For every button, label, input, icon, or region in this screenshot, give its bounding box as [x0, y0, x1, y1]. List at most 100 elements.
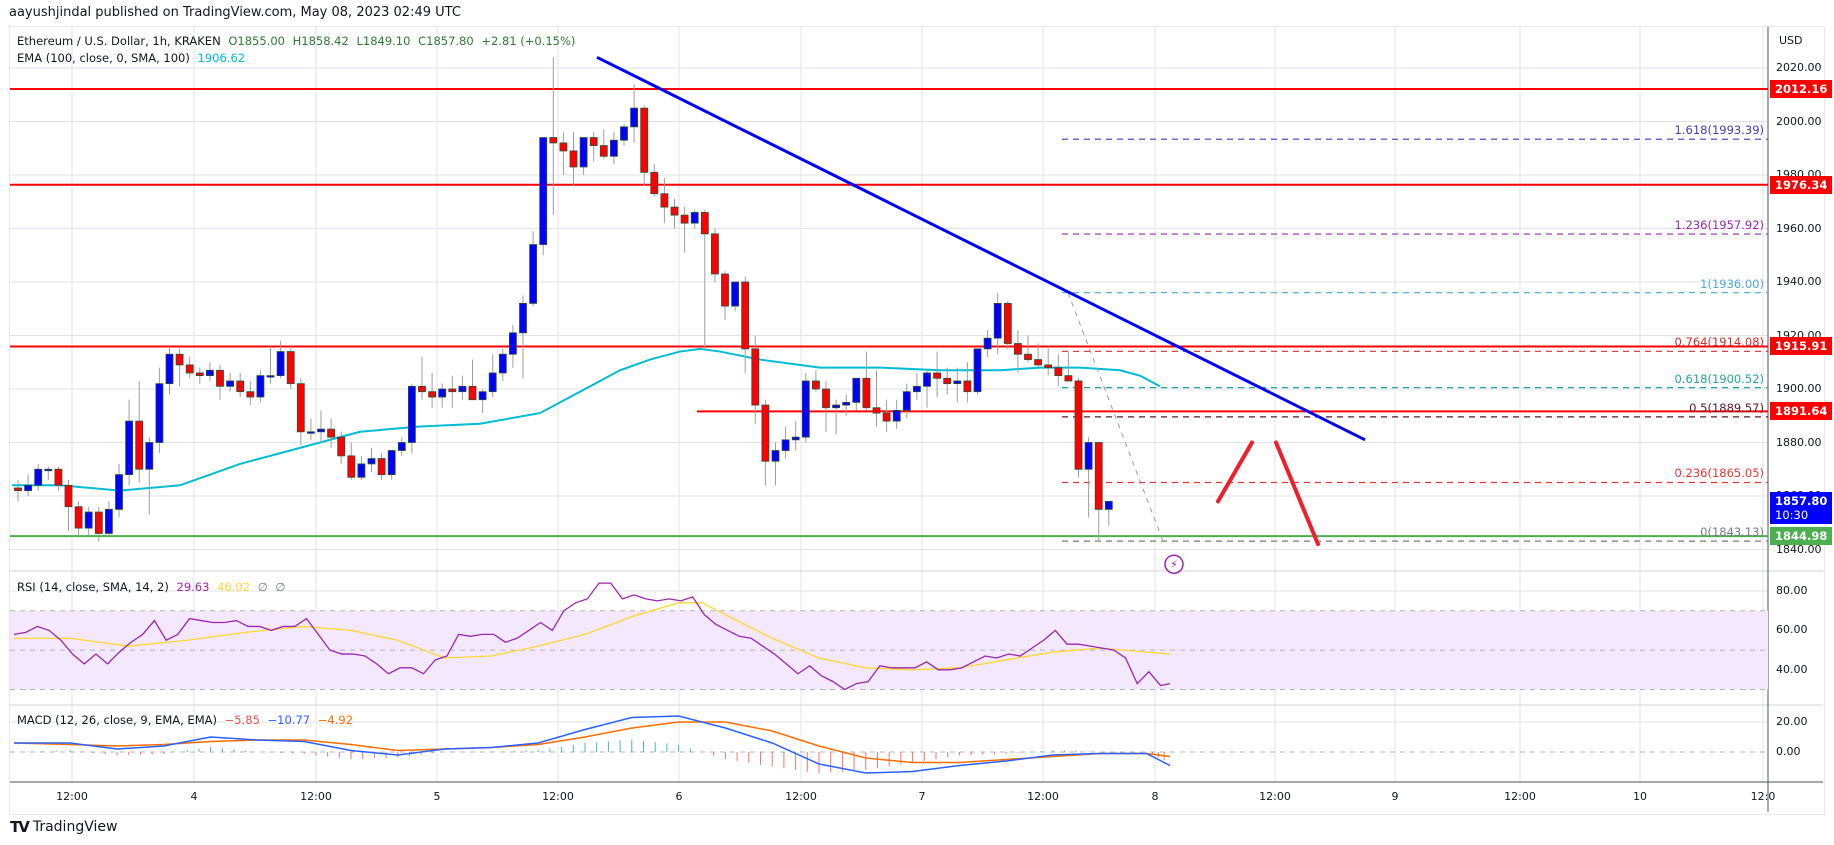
candle-body: [1104, 500, 1113, 510]
time-tick-label: 4: [190, 790, 198, 803]
candle-body: [771, 450, 780, 462]
macd-legend[interactable]: MACD (12, 26, close, 9, EMA, EMA) −5.85 …: [17, 713, 357, 727]
time-tick-label: 12:00: [542, 790, 574, 803]
candle-body: [246, 391, 255, 398]
candle-body: [801, 380, 810, 438]
lightning-icon: ⚡: [1170, 558, 1178, 571]
candle-body: [660, 193, 669, 208]
candle-body: [397, 442, 406, 451]
rsi-tick-label: 80.00: [1776, 584, 1808, 597]
candle-body: [721, 273, 729, 307]
time-tick-label: 10: [1633, 790, 1647, 803]
candle-body: [640, 107, 649, 173]
price-tick-label: 1900.00: [1776, 382, 1822, 395]
candle-body: [842, 401, 851, 406]
event-marker-icon: [1164, 554, 1184, 574]
candle-body: [488, 372, 497, 393]
fib-level-label: 0(1843.13): [1700, 525, 1764, 540]
candle-body: [872, 407, 881, 414]
candle-body: [711, 233, 719, 275]
candle-body: [610, 139, 618, 157]
candle-body: [306, 431, 315, 434]
symbol-title[interactable]: Ethereum / U.S. Dollar, 1h, KRAKEN: [17, 34, 221, 48]
candle-body: [1094, 442, 1103, 510]
price-tick-label: 1960.00: [1776, 221, 1822, 235]
rsi-extra-2: ∅: [275, 580, 286, 594]
candle-body: [963, 380, 972, 393]
candle-body: [266, 375, 275, 378]
candle-body: [145, 442, 154, 470]
rsi-line: [13, 582, 1171, 691]
candle-body: [458, 385, 467, 393]
candle-body: [690, 212, 699, 224]
candle-body: [448, 388, 457, 393]
candle-body: [74, 506, 83, 529]
macd-signal-value: −4.92: [317, 713, 354, 727]
candle-body: [973, 348, 982, 393]
candle-body: [1003, 302, 1012, 344]
red-arrow-down: [1274, 440, 1320, 547]
rsi-legend[interactable]: RSI (14, close, SMA, 14, 2) 29.63 46.02 …: [17, 580, 289, 594]
candle-body: [205, 369, 214, 377]
price-tick-label: 1940.00: [1776, 275, 1822, 288]
candle-body: [539, 137, 548, 245]
candle-body: [14, 487, 22, 492]
candle-body: [407, 385, 416, 443]
candle-body: [1014, 343, 1022, 355]
candle-body: [1074, 380, 1083, 470]
candle-body: [579, 137, 588, 168]
candle-body: [418, 385, 426, 393]
candle-body: [498, 353, 507, 374]
candle-body: [44, 468, 53, 472]
candle-body: [559, 142, 568, 152]
candle-body: [882, 412, 891, 422]
price-tag: 1891.64: [1770, 402, 1833, 421]
candle-body: [347, 455, 356, 478]
macd-line-value: −10.77: [267, 713, 311, 727]
candle-body: [155, 383, 164, 443]
candle-body: [670, 206, 679, 216]
macd-label: MACD (12, 26, close, 9, EMA, EMA): [17, 713, 217, 727]
ema-label: EMA (100, close, 0, SMA, 100): [17, 51, 190, 65]
fib-level-label: 0.236(1865.05): [1674, 466, 1764, 481]
candle-body: [993, 302, 1002, 339]
ohlc-low: L1849.10: [356, 34, 411, 48]
candle-body: [589, 137, 598, 146]
candle-body: [943, 377, 952, 385]
time-tick-label: 12:00: [1027, 790, 1059, 803]
ema-legend[interactable]: EMA (100, close, 0, SMA, 100) 1906.62: [17, 51, 249, 65]
red-arrow-up: [1216, 440, 1254, 504]
ema-value: 1906.62: [197, 51, 246, 65]
candle-body: [296, 383, 305, 433]
candle-body: [64, 484, 73, 508]
fib-level-label: 1(1936.00): [1700, 276, 1764, 291]
time-tick-label: 12:00: [1259, 790, 1291, 803]
candle-body: [387, 450, 396, 475]
fib-level-label: 1.236(1957.92): [1674, 218, 1764, 233]
candle-body: [791, 436, 800, 441]
candle-body: [680, 214, 689, 224]
candle-body: [357, 463, 366, 478]
candle-body: [105, 508, 113, 534]
candle-body: [84, 511, 93, 529]
tradingview-wordmark: TradingView: [32, 819, 118, 835]
macd-signal-line: [14, 721, 1171, 764]
candle-body: [508, 332, 517, 355]
fib-connector: [1067, 292, 1164, 542]
time-tick-label: 12:00: [56, 790, 88, 803]
candle-body: [913, 385, 921, 393]
tradingview-branding[interactable]: TV TradingView: [10, 818, 117, 836]
fib-level-label: 0.5(1889.57): [1689, 400, 1764, 415]
candle-body: [135, 420, 144, 470]
macd-tick-label: 20.00: [1776, 715, 1808, 728]
time-tick-label: 12:00: [1504, 790, 1536, 803]
price-tag: 1844.98: [1770, 527, 1833, 546]
fib-level-label: 0.618(1900.52): [1674, 371, 1764, 386]
candle-body: [1084, 442, 1093, 470]
candle-body: [24, 484, 33, 492]
macd-line: [14, 715, 1171, 774]
time-tick-label: 8: [1151, 790, 1159, 803]
candle-body: [478, 391, 487, 401]
symbol-legend: Ethereum / U.S. Dollar, 1h, KRAKEN O1855…: [17, 34, 579, 48]
